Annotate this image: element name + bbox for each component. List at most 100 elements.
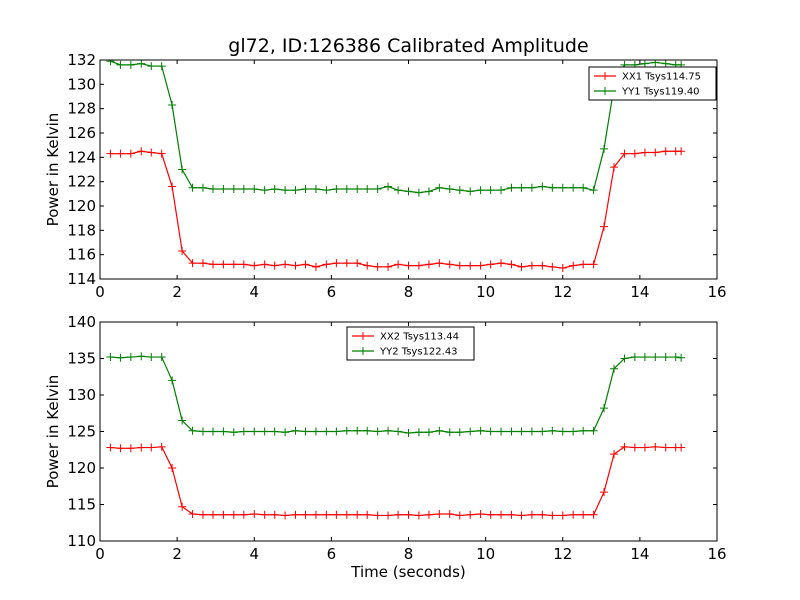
data-point <box>157 62 166 71</box>
x-tick-label: 6 <box>327 283 337 301</box>
data-point <box>497 186 506 195</box>
x-tick-label: 2 <box>172 283 182 301</box>
data-point <box>640 148 649 157</box>
data-point <box>445 184 454 193</box>
data-point <box>281 428 290 437</box>
data-point <box>342 259 351 268</box>
data-point <box>219 260 228 269</box>
data-point <box>270 184 279 193</box>
data-point <box>322 260 331 269</box>
data-point <box>455 186 464 195</box>
y-axis-label: Power in Kelvin <box>44 375 62 489</box>
data-point <box>332 184 341 193</box>
data-point <box>476 261 485 270</box>
subplot-1: 0 2 4 6 8 10 12 14 16 114 116 118 120 122 124 126 128 130… <box>44 35 727 301</box>
data-point <box>538 427 547 436</box>
data-point <box>497 427 506 436</box>
data-point <box>373 511 382 520</box>
data-point <box>291 510 300 519</box>
data-point <box>168 464 177 472</box>
data-point <box>538 261 547 270</box>
data-point <box>384 426 393 435</box>
data-point <box>281 260 290 269</box>
data-point <box>424 260 433 269</box>
data-point <box>332 259 341 268</box>
y-tick-label: 140 <box>67 313 96 331</box>
data-point <box>363 510 372 519</box>
data-point <box>168 182 177 191</box>
data-point <box>332 427 341 436</box>
y-tick-label: 135 <box>67 350 96 368</box>
data-point <box>188 509 197 518</box>
data-point <box>455 428 464 437</box>
data-point <box>373 262 382 271</box>
data-point <box>198 259 207 268</box>
legend-marker <box>359 332 367 340</box>
data-point <box>229 510 238 519</box>
data-point <box>558 427 567 436</box>
data-point <box>250 427 259 436</box>
data-point <box>589 186 598 195</box>
data-point <box>353 426 362 435</box>
data-point <box>486 510 495 519</box>
x-tick-label: 12 <box>553 283 572 301</box>
data-point <box>630 149 639 158</box>
data-point <box>640 353 649 362</box>
y-tick-label: 122 <box>67 173 96 191</box>
x-tick-label: 10 <box>476 545 495 563</box>
data-point <box>661 60 670 68</box>
y-tick-label: 132 <box>67 51 96 69</box>
data-point <box>301 510 310 519</box>
data-point <box>281 511 290 520</box>
y-tick-label: 128 <box>67 100 96 118</box>
data-point <box>404 187 413 196</box>
data-point <box>476 186 485 195</box>
data-point <box>219 184 228 193</box>
x-tick-label: 14 <box>630 545 649 563</box>
data-point <box>311 510 320 519</box>
data-point <box>466 427 475 436</box>
data-point <box>373 184 382 193</box>
data-point <box>661 443 670 452</box>
data-point <box>548 262 557 271</box>
data-point <box>270 510 279 519</box>
legend-box <box>588 66 717 101</box>
data-point <box>147 148 156 157</box>
data-point <box>579 183 588 192</box>
data-point <box>589 426 598 435</box>
data-point <box>455 511 464 520</box>
data-point <box>260 427 269 436</box>
data-point <box>455 261 464 270</box>
data-point <box>579 510 588 519</box>
y-tick-label: 130 <box>67 75 96 93</box>
data-point <box>569 427 578 436</box>
data-point <box>620 354 629 363</box>
data-point <box>507 510 516 519</box>
data-point <box>424 428 433 437</box>
data-point <box>126 60 135 69</box>
data-point <box>178 247 187 256</box>
y-tick-label: 110 <box>67 532 96 550</box>
data-point <box>137 60 146 68</box>
data-point <box>661 353 670 362</box>
x-tick-label: 8 <box>404 283 414 301</box>
x-tick-label: 12 <box>553 545 572 563</box>
data-point <box>157 149 166 158</box>
data-point <box>538 510 547 519</box>
y-tick-label: 124 <box>67 148 96 166</box>
data-point <box>486 260 495 269</box>
data-point <box>250 184 259 193</box>
data-point <box>569 183 578 192</box>
data-point <box>414 428 423 437</box>
data-point <box>198 427 207 436</box>
data-point <box>178 502 187 511</box>
data-point <box>640 443 649 452</box>
data-point <box>527 427 536 436</box>
data-point <box>353 259 362 268</box>
data-point <box>198 510 207 519</box>
data-point <box>620 442 629 451</box>
data-point <box>424 187 433 196</box>
data-point <box>116 149 125 158</box>
data-point <box>270 427 279 436</box>
